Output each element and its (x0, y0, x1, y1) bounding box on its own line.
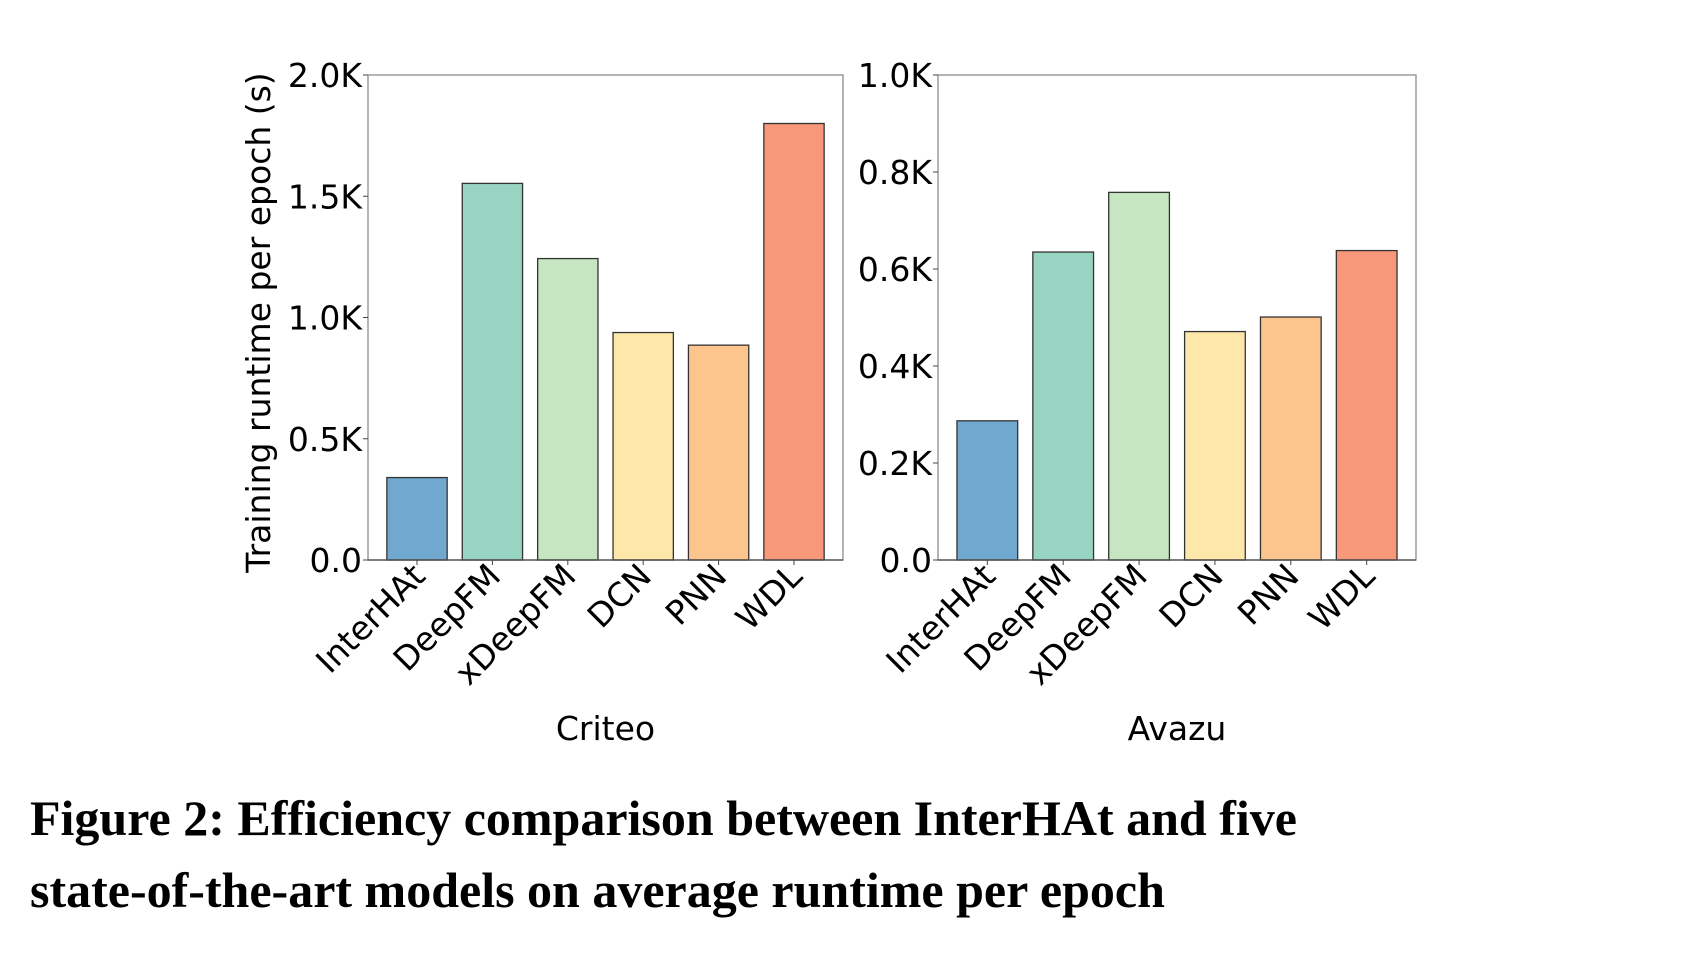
y-tick-label: 1.0K (288, 299, 363, 338)
bar-dcn (612, 331, 675, 561)
y-axis-label: Training runtime per epoch (s) (239, 72, 278, 573)
bar-interhat (956, 420, 1019, 561)
y-tick-label: 1.5K (288, 177, 363, 216)
y-tick-label: 0.0 (310, 541, 362, 580)
x-tick-label: PNN (658, 556, 735, 633)
y-tick-label: 0.4K (858, 347, 933, 386)
chart-criteo: 0.00.5K1.0K1.5K2.0KInterHAtDeepFMxDeepFM… (239, 56, 844, 748)
figure-caption: Figure 2: Efficiency comparison between … (30, 782, 1670, 926)
bar-wdl (763, 122, 825, 561)
bar-xdeepfm (1108, 191, 1171, 561)
y-tick-label: 0.8K (858, 153, 933, 192)
y-tick-label: 0.2K (858, 444, 933, 483)
caption-line-1: Figure 2: Efficiency comparison between … (30, 790, 1297, 846)
x-tick-label: WDL (1301, 556, 1383, 638)
x-tick-label: PNN (1230, 556, 1307, 633)
y-tick-label: 0.0 (880, 541, 932, 580)
bar-wdl (1335, 249, 1398, 561)
bar-pnn (1259, 316, 1322, 561)
y-tick-label: 1.0K (858, 56, 933, 95)
bar-interhat (386, 476, 448, 561)
x-axis-label: Avazu (1128, 709, 1227, 748)
x-axis-label: Criteo (556, 709, 655, 748)
figure: 0.00.5K1.0K1.5K2.0KInterHAtDeepFMxDeepFM… (239, 56, 1417, 748)
caption-line-2: state-of-the-art models on average runti… (30, 862, 1165, 918)
x-tick-label: DCN (580, 556, 659, 635)
y-tick-label: 2.0K (288, 56, 363, 95)
bar-deepfm (461, 182, 524, 561)
y-tick-label: 0.5K (288, 420, 363, 459)
x-tick-label: DCN (1151, 556, 1230, 635)
bar-dcn (1183, 330, 1246, 561)
y-tick-label: 0.6K (858, 250, 933, 289)
x-tick-label: WDL (728, 556, 810, 638)
bar-xdeepfm (536, 257, 599, 561)
bar-deepfm (1032, 251, 1095, 561)
chart-avazu: 0.00.2K0.4K0.6K0.8K1.0KInterHAtDeepFMxDe… (858, 56, 1417, 748)
bar-pnn (687, 344, 750, 561)
